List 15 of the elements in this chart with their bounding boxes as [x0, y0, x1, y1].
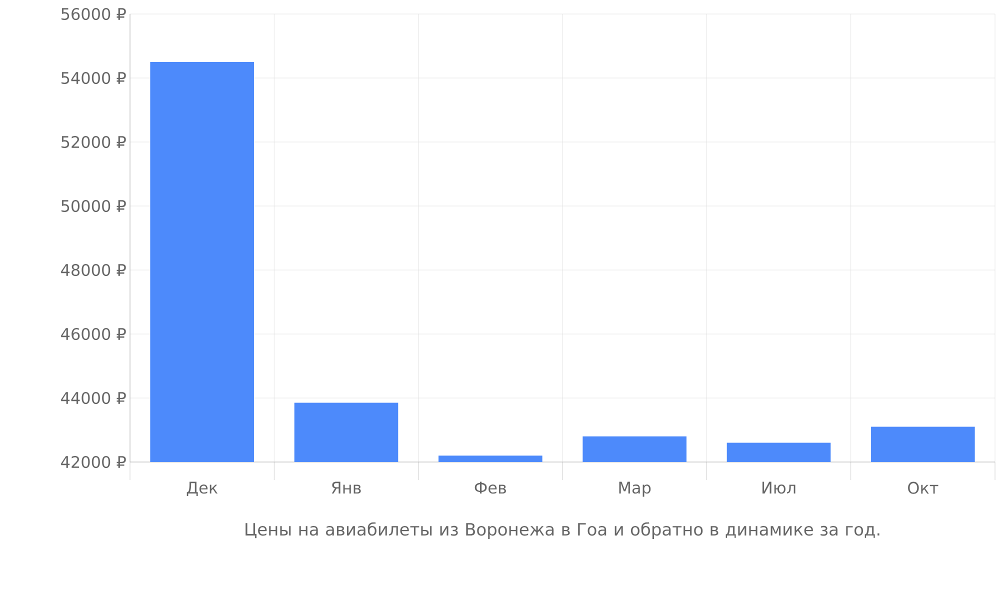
y-tick-label: 50000 ₽ [62, 200, 126, 212]
y-tick-label: 44000 ₽ [61, 392, 126, 404]
y-tick-label: 52000 ₽ [62, 136, 126, 148]
x-tick-label: Окт [908, 482, 938, 494]
y-tick-label: 48000 ₽ [61, 264, 126, 276]
y-tick-label: 54000 ₽ [62, 72, 126, 84]
x-tick-label: Дек [186, 482, 218, 496]
x-tick-label: Мар [619, 482, 651, 497]
x-tick-label: Фев [474, 482, 506, 494]
x-tick-label: Июл [762, 482, 796, 494]
y-tick-label: 46000 ₽ [61, 328, 126, 340]
y-tick-label: 56000 ₽ [62, 8, 126, 20]
y-tick-label: 42000 ₽ [61, 456, 126, 468]
x-tick-label: Янв [332, 482, 361, 494]
text: Цены на авиабилеты из Воронежа в Гоа и обратно в динамике за год. [246, 522, 880, 539]
